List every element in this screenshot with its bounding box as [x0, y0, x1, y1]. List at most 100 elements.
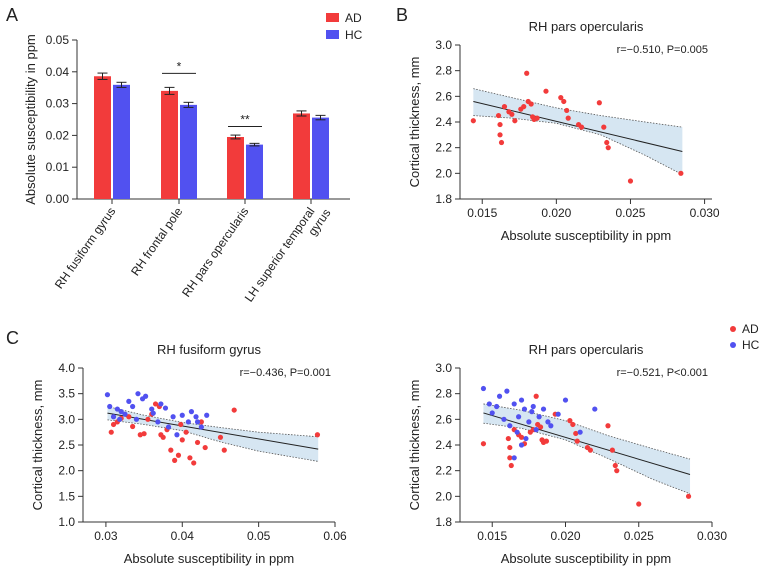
chartb-point-ad — [627, 178, 634, 184]
chartc1-fit-line — [107, 412, 319, 450]
chartc1-y-tick-label: 1.0 — [58, 515, 75, 529]
a-y-tick-label: 0.01 — [46, 160, 70, 174]
chartb-confidence-band — [473, 88, 683, 175]
chartc1-point-ad — [141, 431, 147, 437]
chartb-point-ad — [604, 139, 610, 146]
chartb-y-tick-label: 1.8 — [435, 192, 452, 206]
chartc1-point-ad — [217, 434, 224, 440]
chartc1-point-ad — [110, 421, 117, 428]
chartc1-band-lower — [107, 419, 319, 462]
a-legend-swatch-ad — [326, 13, 339, 22]
chartc2-point-ad — [612, 462, 618, 469]
chartc2-x-tick-label: 0.020 — [550, 529, 580, 543]
chartc2-point-ad — [537, 424, 544, 430]
a-bar-ad — [227, 136, 244, 199]
a-x-tick-label-line: RH frontal pole — [128, 204, 186, 278]
chartc2-point-hc — [494, 403, 500, 410]
chartc2-y-tick-label: 3.0 — [435, 361, 452, 375]
chartb-x-tick-label: 0.020 — [541, 206, 571, 220]
chartc1-point-hc — [198, 424, 204, 430]
chartb-stats: r=−0.510, P=0.005 — [617, 44, 708, 56]
chartc2-point-hc — [530, 403, 536, 410]
chartc1-point-ad — [179, 437, 185, 443]
a-significance-label: ** — [240, 112, 250, 126]
chartc1-x-tick-label: 0.03 — [94, 529, 118, 543]
a-x-tick-label: RH pars opercularis — [179, 205, 251, 300]
chartc1-point-ad — [175, 452, 182, 458]
chartc1-x-axis-label: Absolute susceptibility in ppm — [124, 551, 295, 566]
chartc2-legend-marker-hc — [730, 342, 736, 348]
chart-a-bar: 0.00 0.01 0.02 0.03 0.04 0.05 Absolute suscept… — [23, 11, 363, 305]
chartb-y-tick-label: 2.0 — [435, 166, 452, 180]
chartc2-point-hc — [489, 410, 495, 416]
chartc2-point-hc — [523, 435, 529, 442]
chartc2-band-lower — [483, 422, 691, 495]
a-x-tick-label: RH frontal pole — [128, 204, 186, 278]
chartc2-point-hc — [562, 397, 569, 403]
chartc1-point-hc — [135, 391, 141, 397]
chartc1-band-upper — [107, 406, 319, 438]
chartc1-point-hc — [130, 403, 136, 410]
chartc2-point-ad — [574, 438, 580, 444]
chartc2-point-hc — [511, 455, 517, 461]
chartc2-x-tick-label: 0.025 — [624, 529, 654, 543]
chartc1-y-tick-label: 4.0 — [58, 361, 75, 375]
chartc2-point-hc — [577, 429, 583, 435]
chartb-point-ad — [498, 139, 505, 146]
chartc2-y-tick-label: 1.8 — [435, 515, 452, 529]
chartc1-confidence-band — [107, 406, 319, 462]
chartc1-point-ad — [194, 439, 201, 446]
chartc2-y-tick-label: 2.8 — [435, 387, 452, 401]
chartc1-point-hc — [162, 405, 169, 411]
chartc2-point-hc — [526, 419, 532, 425]
chartc2-point-hc — [496, 393, 503, 399]
chartb-x-axis-label: Absolute susceptibility in ppm — [501, 228, 672, 243]
chartb-point-ad — [534, 115, 540, 121]
chartc1-point-hc — [174, 432, 180, 438]
a-bar-ad — [94, 76, 111, 199]
chartb-point-ad — [497, 121, 503, 128]
chartc1-point-hc — [104, 392, 111, 398]
chartb-x-tick-label: 0.030 — [690, 206, 720, 220]
chartc2-y-axis-label: Cortical thickness, mm — [407, 380, 422, 511]
chartc2-point-ad — [480, 441, 487, 447]
chartc2-point-hc — [545, 419, 551, 425]
chart-c1-scatter: 1.0 1.5 2.0 2.5 3.0 3.5 4.0 0.03 0.04 0.05 0.06 RH … — [30, 342, 347, 566]
chartc2-point-hc — [511, 401, 517, 407]
chartc1-point-ad — [168, 447, 174, 453]
a-significance-label: * — [177, 59, 182, 73]
chartc1-point-ad — [145, 416, 151, 422]
a-legend-swatch-hc — [326, 30, 339, 39]
chartc1-y-tick-label: 2.5 — [58, 438, 75, 452]
chartc2-point-hc — [504, 388, 510, 394]
chartc1-y-tick-label: 1.5 — [58, 489, 75, 503]
chartc1-point-hc — [194, 419, 201, 425]
chartc2-point-hc — [480, 385, 487, 392]
chartc1-point-ad — [191, 460, 197, 466]
chartc2-point-ad — [533, 393, 539, 399]
chartc2-point-hc — [548, 423, 554, 429]
chartb-x-tick-label: 0.015 — [467, 206, 497, 220]
chartb-point-ad — [512, 118, 518, 124]
a-y-tick-label: 0.00 — [46, 192, 70, 206]
chartb-point-ad — [521, 104, 527, 110]
chartc2-point-hc — [521, 406, 528, 412]
a-x-tick-label: RH fusiform gyrus — [52, 205, 119, 292]
chartb-y-tick-label: 2.8 — [435, 64, 452, 78]
a-x-tick-label-line: RH pars opercularis — [179, 205, 251, 300]
chartc1-point-hc — [193, 414, 199, 420]
chartc1-point-ad — [221, 447, 227, 453]
chartc2-point-ad — [507, 455, 513, 461]
chartb-point-ad — [561, 98, 567, 105]
chartb-point-ad — [565, 115, 571, 121]
chartc1-point-hc — [118, 409, 124, 415]
chartb-point-ad — [578, 124, 585, 130]
chartc2-point-ad — [507, 444, 513, 451]
chartb-band-lower — [473, 115, 683, 175]
chartc2-legend-marker-ad — [730, 326, 736, 332]
chartc1-y-tick-label: 3.5 — [58, 387, 75, 401]
chartc1-point-ad — [202, 444, 208, 451]
chartc2-point-hc — [533, 427, 539, 433]
chartc1-point-ad — [160, 434, 166, 440]
chartc1-point-hc — [149, 406, 155, 412]
